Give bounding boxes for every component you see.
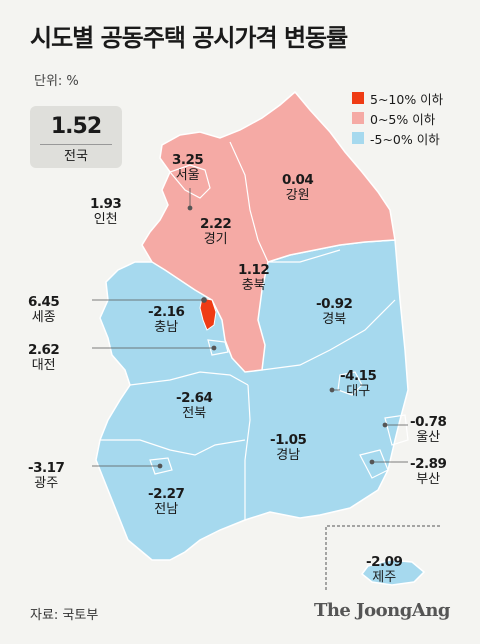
label-daegu: -4.15 대구 (340, 368, 377, 400)
label-gyeongnam: -1.05 경남 (270, 432, 307, 464)
label-chungnam: -2.16 충남 (148, 304, 185, 336)
legend-swatch-decrease (352, 132, 364, 144)
national-divider (40, 144, 112, 145)
region-sejong (199, 297, 217, 331)
label-jeonnam: -2.27 전남 (148, 486, 185, 518)
legend-item-high: 5~10% 이하 (352, 88, 443, 108)
legend-label-decrease: -5~0% 이하 (370, 131, 440, 147)
label-gyeonggi: 2.22 경기 (200, 216, 232, 248)
region-north-pink (141, 90, 396, 373)
legend-label-high: 5~10% 이하 (370, 91, 444, 107)
label-seoul: 3.25 서울 (172, 152, 204, 184)
chart-title: 시도별 공동주택 공시가격 변동률 (30, 24, 348, 52)
label-busan: -2.89 부산 (410, 456, 447, 488)
legend-swatch-high (352, 92, 364, 104)
label-gwangju: -3.17 광주 (28, 460, 65, 492)
national-label: 전국 (64, 149, 88, 164)
label-jeju: -2.09 제주 (366, 554, 403, 586)
province-borders (100, 141, 409, 520)
jeju-inset-frame (325, 525, 440, 590)
brand-logo: The JoongAng (313, 600, 451, 621)
legend-item-increase: 0~5% 이하 (352, 108, 443, 128)
region-jeju (360, 559, 426, 586)
label-sejong: 6.45 세종 (28, 294, 60, 326)
legend-label-increase: 0~5% 이하 (370, 111, 436, 127)
label-daejeon: 2.62 대전 (28, 342, 60, 374)
legend-swatch-increase (352, 112, 364, 124)
legend-item-decrease: -5~0% 이하 (352, 128, 443, 148)
legend: 5~10% 이하 0~5% 이하 -5~0% 이하 (352, 88, 443, 148)
label-chungbuk: 1.12 충북 (238, 262, 270, 294)
national-value: 1.52 (50, 114, 102, 139)
label-ulsan: -0.78 울산 (410, 414, 447, 446)
source-note: 자료: 국토부 (30, 608, 99, 623)
label-jeonbuk: -2.64 전북 (176, 390, 213, 422)
label-gyeongbuk: -0.92 경북 (316, 296, 353, 328)
label-incheon: 1.93 인천 (90, 196, 122, 228)
label-gangwon: 0.04 강원 (282, 172, 314, 204)
unit-label: 단위: % (34, 74, 79, 89)
leader-lines (92, 188, 408, 469)
national-summary-box: 1.52 전국 (30, 106, 122, 168)
